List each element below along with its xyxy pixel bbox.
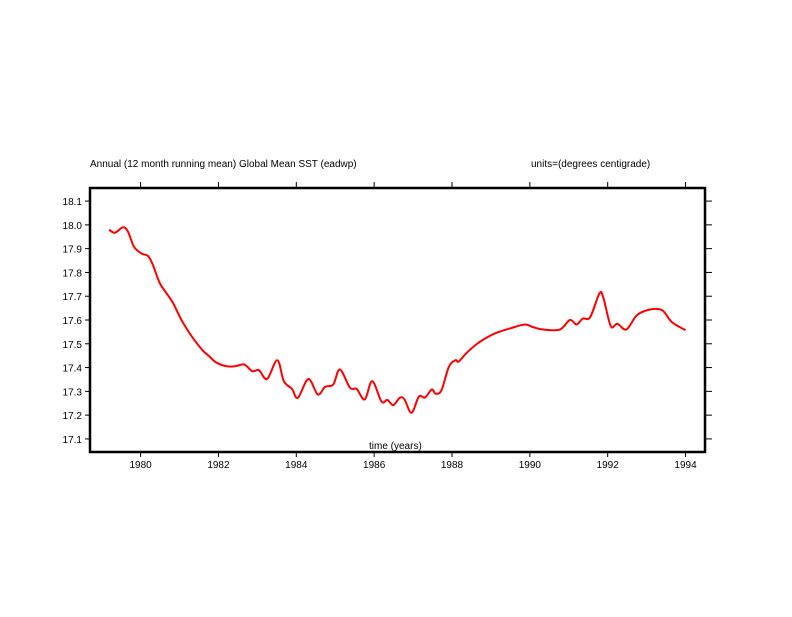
y-tick-label: 17.3 [63, 387, 83, 398]
y-tick-label: 17.5 [63, 340, 83, 351]
units-label: units=(degrees centigrade) [531, 159, 650, 170]
x-axis-label: time (years) [369, 441, 422, 452]
y-tick-label: 17.8 [63, 268, 83, 279]
y-tick-label: 18.1 [63, 197, 83, 208]
y-tick-label: 17.7 [63, 292, 83, 303]
y-tick-label: 17.9 [63, 245, 83, 256]
x-tick-label: 1990 [519, 460, 542, 471]
y-tick-label: 18.0 [63, 221, 83, 232]
chart-title: Annual (12 month running mean) Global Me… [90, 159, 357, 170]
x-tick-label: 1980 [129, 460, 152, 471]
x-tick-label: 1984 [285, 460, 308, 471]
x-tick-label: 1986 [363, 460, 386, 471]
y-tick-label: 17.2 [63, 411, 83, 422]
y-tick-label: 17.6 [63, 316, 83, 327]
series-line-sst [108, 226, 687, 414]
x-tick-label: 1994 [674, 460, 697, 471]
y-tick-label: 17.4 [63, 364, 83, 375]
x-tick-label: 1992 [597, 460, 620, 471]
x-tick-label: 1988 [441, 460, 464, 471]
x-tick-label: 1982 [207, 460, 230, 471]
y-tick-label: 17.1 [63, 435, 83, 446]
